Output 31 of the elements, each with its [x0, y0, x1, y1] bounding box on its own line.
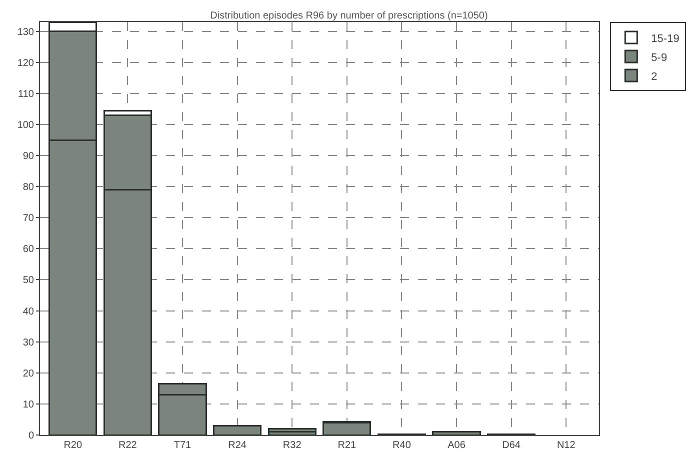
x-tick-label: R20	[64, 440, 82, 451]
x-tick-label: R24	[228, 440, 247, 451]
legend-label: 2	[651, 70, 658, 83]
legend-label: 5-9	[651, 52, 668, 64]
y-tick-label: 90	[22, 151, 34, 162]
x-tick-label: T71	[174, 440, 192, 451]
y-tick-label: 20	[22, 368, 34, 380]
bar	[268, 428, 316, 433]
y-tick-label: 60	[22, 244, 34, 256]
y-tick-label: 40	[22, 306, 34, 318]
chart-title: Distribution episodes R96 by number of prescriptions (n=1050)	[210, 10, 488, 22]
legend-label: 15-19	[651, 32, 680, 45]
x-tick-label: R32	[282, 440, 302, 451]
y-tick-label: 0	[28, 430, 34, 442]
y-tick-label: 100	[17, 120, 34, 131]
y-tick-label: 110	[18, 88, 34, 100]
x-tick-label: R21	[338, 440, 357, 451]
y-tick-label: 30	[22, 337, 34, 348]
bar	[432, 431, 481, 435]
y-tick-label: 10	[22, 399, 34, 410]
y-tick-label: 120	[17, 58, 34, 69]
x-tick-label: N12	[556, 440, 576, 451]
x-tick-label: R22	[118, 440, 138, 451]
y-tick-label: 80	[22, 182, 34, 194]
y-tick-label: 70	[22, 213, 34, 224]
x-tick-label: R40	[392, 440, 412, 451]
bar	[212, 424, 262, 435]
y-tick-label: 130	[17, 26, 34, 38]
y-tick-label: 50	[22, 275, 34, 286]
x-tick-label: D64	[502, 440, 521, 451]
x-tick-label: A06	[448, 440, 466, 451]
